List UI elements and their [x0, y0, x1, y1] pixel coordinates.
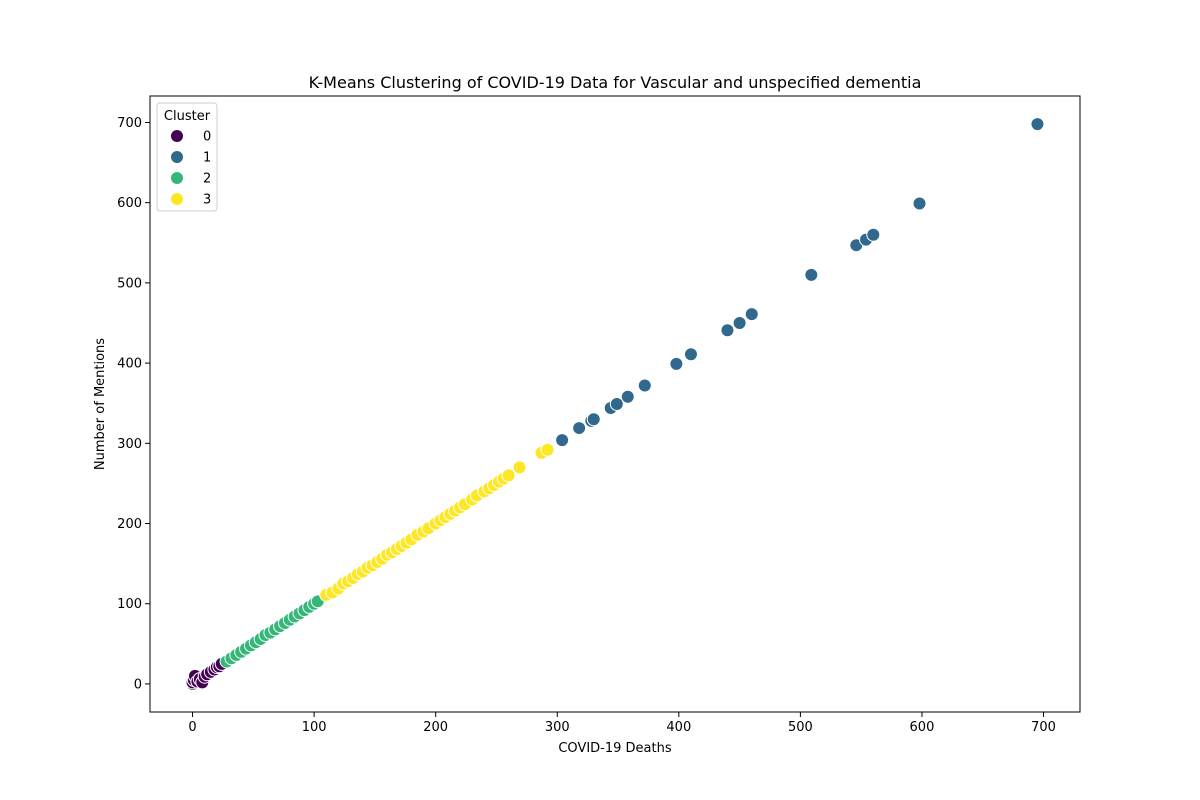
data-point-cluster-1: [556, 434, 569, 447]
legend-marker-1: [171, 151, 184, 164]
data-point-cluster-1: [621, 390, 634, 403]
y-tick-label: 500: [117, 276, 142, 291]
x-tick-label: 0: [188, 720, 196, 735]
data-point-cluster-1: [670, 357, 683, 370]
legend-label-0: 0: [203, 130, 211, 145]
data-point-cluster-1: [1031, 118, 1044, 131]
legend: Cluster 0 1 2 3: [157, 103, 217, 211]
legend-marker-0: [171, 130, 184, 143]
chart-title: K-Means Clustering of COVID-19 Data for …: [309, 73, 922, 92]
y-tick-label: 600: [117, 196, 142, 211]
y-tick-label: 400: [117, 357, 142, 372]
y-tick-label: 700: [117, 116, 142, 131]
x-tick-label: 200: [423, 720, 448, 735]
data-point-cluster-1: [733, 316, 746, 329]
x-tick-label: 400: [666, 720, 691, 735]
data-point-cluster-1: [805, 268, 818, 281]
legend-label-3: 3: [203, 193, 211, 208]
legend-title: Cluster: [164, 109, 211, 124]
data-point-cluster-3: [513, 461, 526, 474]
y-axis-label: Number of Mentions: [93, 338, 108, 470]
x-tick-label: 700: [1031, 720, 1056, 735]
x-tick-label: 100: [302, 720, 327, 735]
data-point-cluster-1: [913, 197, 926, 210]
data-point-cluster-1: [573, 422, 586, 435]
legend-marker-3: [171, 193, 184, 206]
data-point-cluster-1: [684, 348, 697, 361]
legend-label-1: 1: [203, 151, 211, 166]
y-axis-ticks: 0 100 200 300 400 500 600 700: [117, 116, 150, 692]
x-tick-label: 600: [910, 720, 935, 735]
legend-marker-2: [171, 172, 184, 185]
legend-label-2: 2: [203, 172, 211, 187]
x-tick-label: 300: [545, 720, 570, 735]
y-tick-label: 100: [117, 597, 142, 612]
data-point-cluster-3: [502, 469, 515, 482]
x-axis-label: COVID-19 Deaths: [558, 741, 671, 756]
y-tick-label: 0: [134, 677, 142, 692]
y-tick-label: 200: [117, 517, 142, 532]
data-point-cluster-1: [867, 228, 880, 241]
data-point-cluster-1: [638, 379, 651, 392]
x-tick-label: 500: [788, 720, 813, 735]
data-point-cluster-1: [587, 413, 600, 426]
points-layer: [186, 118, 1044, 691]
data-point-cluster-1: [721, 324, 734, 337]
data-point-cluster-3: [541, 443, 554, 456]
data-point-cluster-1: [745, 308, 758, 321]
x-axis-ticks: 0 100 200 300 400 500 600 700: [188, 712, 1056, 735]
y-tick-label: 300: [117, 437, 142, 452]
